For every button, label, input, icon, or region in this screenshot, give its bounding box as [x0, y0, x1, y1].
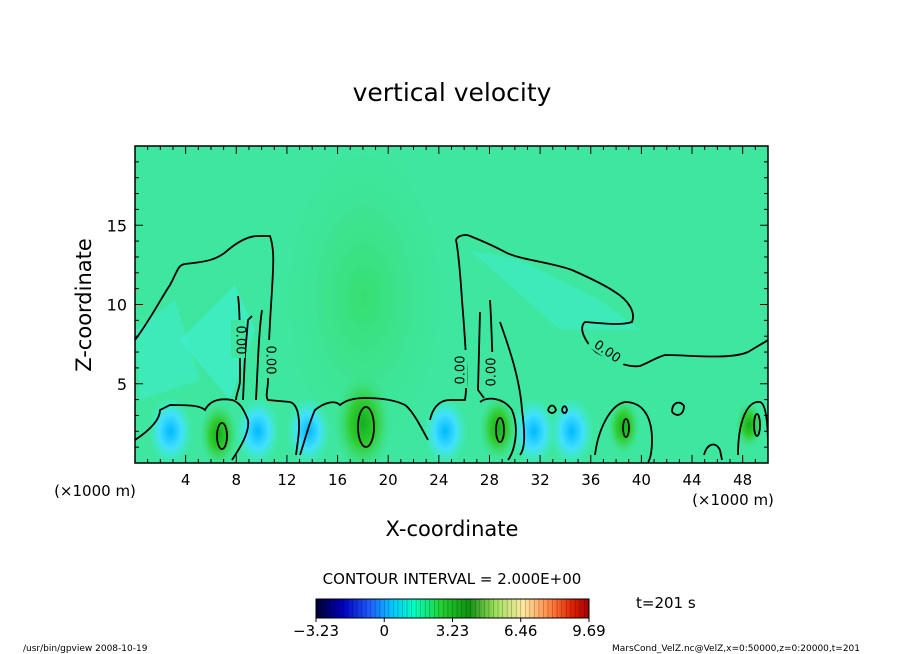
x-tick-label: 36	[581, 471, 600, 489]
downdraft-cell	[286, 397, 331, 463]
x-tick-label: 12	[277, 471, 296, 489]
y-tick-label: 10	[107, 296, 127, 315]
updraft-cell	[334, 373, 392, 463]
contour-labels: 0.00 0.00 0.00 0.00 0.00	[231, 320, 629, 390]
updraft-cell	[199, 401, 238, 463]
colorbar	[316, 599, 589, 618]
x-tick-label: 40	[632, 471, 651, 489]
colorbar-ticks: −3.23 0 3.23 6.46 9.69	[293, 618, 606, 640]
contour-label: 0.00	[454, 356, 469, 385]
x-tick-label: 48	[733, 471, 752, 489]
x-unit-left: (×1000 m)	[54, 482, 136, 500]
downdraft-cell	[549, 397, 594, 463]
updraft-cell	[479, 394, 518, 462]
time-label: t=201 s	[636, 594, 696, 612]
x-tick-label: 24	[429, 471, 448, 489]
colorbar-tick-label: −3.23	[293, 622, 339, 640]
colorbar-tick-label: 0	[379, 622, 389, 640]
y-axis-label: Z-coordinate	[72, 238, 96, 372]
contour-label: 0.00	[233, 326, 248, 355]
x-axis-label: X-coordinate	[386, 517, 519, 541]
x-axis: 4 8 12 16 20 24 28 32 36 40 44 48	[134, 146, 769, 489]
y-axis: 5 10 15	[107, 145, 768, 464]
x-tick-label: 16	[328, 471, 347, 489]
contour-label: 0.00	[485, 358, 500, 387]
x-tick-label: 4	[181, 471, 191, 489]
chart-title: vertical velocity	[353, 78, 552, 107]
zero-contours	[135, 234, 768, 463]
downdraft-cell	[235, 397, 280, 463]
x-tick-label: 32	[531, 471, 550, 489]
y-tick-label: 5	[117, 375, 127, 394]
colorbar-tick-label: 6.46	[504, 622, 537, 640]
x-tick-label: 20	[379, 471, 398, 489]
footer-left: /usr/bin/gpview 2008-10-19	[23, 644, 148, 654]
updraft-cell	[735, 401, 763, 449]
x-unit-right: (×1000 m)	[692, 491, 774, 509]
colorbar-tick-label: 9.69	[572, 622, 605, 640]
footer-right: MarsCond_VelZ.nc@VelZ,x=0:50000,z=0:2000…	[612, 644, 860, 654]
y-tick-label: 15	[107, 216, 127, 235]
downdraft-cell	[423, 397, 468, 463]
x-tick-label: 8	[232, 471, 242, 489]
contour-label: 0.00	[263, 346, 278, 375]
x-tick-label: 28	[480, 471, 499, 489]
colorbar-tick-label: 3.23	[436, 622, 469, 640]
colorbar-levels	[320, 599, 585, 618]
x-tick-label: 44	[682, 471, 701, 489]
contour-interval: CONTOUR INTERVAL = 2.000E+00	[323, 570, 582, 588]
